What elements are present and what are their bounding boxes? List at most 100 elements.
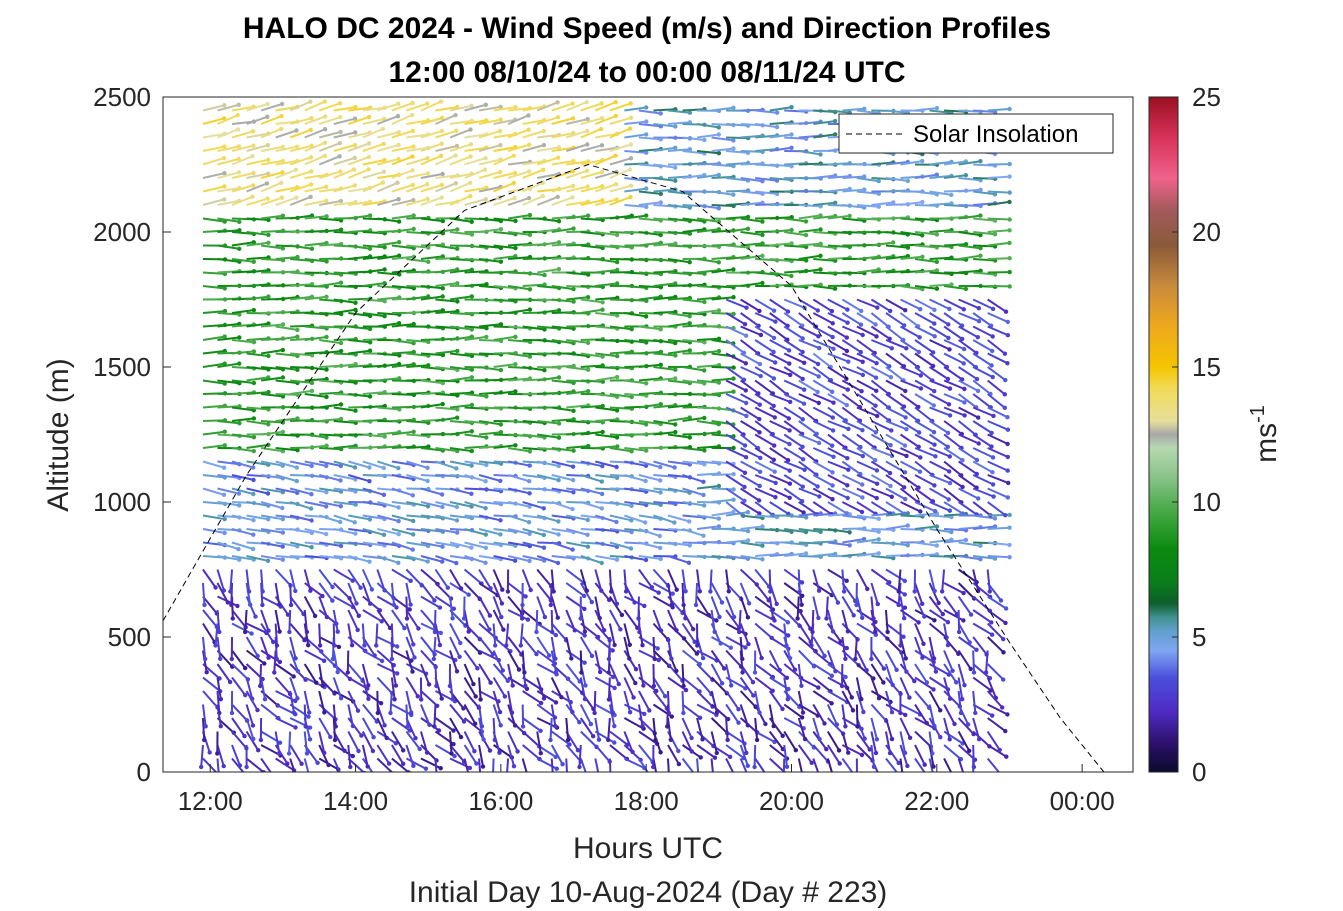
wind-barb (290, 389, 313, 395)
wind-barb (507, 474, 530, 483)
wind-barb (696, 309, 720, 314)
wind-barb-head (947, 480, 953, 486)
wind-barb-head (722, 666, 727, 671)
wind-barb (711, 256, 734, 260)
wind-barb (885, 524, 908, 530)
wind-barb (478, 105, 501, 112)
wind-barb (580, 730, 598, 748)
wind-barb (914, 231, 938, 236)
wind-barb-head (367, 465, 372, 470)
wind-barb-head (324, 463, 329, 469)
wind-barb (420, 757, 442, 770)
wind-barb (813, 215, 836, 220)
wind-barb-head (570, 183, 576, 189)
wind-barb (652, 649, 670, 667)
wind-barb-head (251, 170, 256, 176)
wind-barb-head (237, 557, 242, 562)
wind-barb-head (784, 764, 790, 769)
wind-barb (565, 568, 585, 584)
wind-barb (216, 609, 221, 632)
wind-barb (856, 312, 877, 326)
wind-barb-head (553, 632, 559, 638)
wind-barb (566, 271, 589, 276)
wind-barb (929, 312, 949, 326)
wind-barb-head (277, 751, 282, 756)
wind-barb-head (818, 253, 823, 258)
wind-barb (406, 172, 429, 179)
wind-barb (245, 704, 254, 726)
wind-barb-head (571, 158, 576, 164)
wind-barb (638, 528, 661, 537)
wind-barb-head (716, 336, 722, 341)
wind-barb (348, 131, 370, 139)
wind-barb-head (585, 184, 590, 189)
wind-barb-head (274, 656, 279, 662)
wind-barb (885, 231, 908, 236)
wind-barb-head (802, 387, 807, 392)
wind-barb (333, 501, 356, 506)
wind-barb (929, 406, 951, 417)
wind-barb (288, 609, 292, 633)
wind-barb-head (556, 145, 562, 150)
wind-barb (507, 143, 530, 152)
wind-barb-head (905, 543, 910, 548)
wind-barb (333, 106, 356, 112)
wind-barb-head (700, 655, 706, 661)
wind-barb-head (771, 349, 776, 355)
wind-barb-head (774, 601, 779, 607)
wind-barb (201, 636, 207, 660)
wind-barb-head (873, 322, 878, 327)
wind-barb-head (570, 464, 576, 469)
wind-barb (783, 663, 802, 679)
wind-barb (638, 109, 661, 115)
wind-barb-head (839, 683, 845, 689)
wind-barb-head (312, 613, 318, 619)
wind-barb (623, 636, 631, 659)
wind-barb-head (295, 367, 300, 372)
wind-barb (449, 541, 472, 549)
wind-barb (812, 447, 834, 458)
wind-barb-head (338, 348, 344, 354)
wind-barb-head (500, 587, 505, 592)
wind-barb-head (541, 532, 546, 538)
wind-barb-head (774, 191, 780, 197)
wind-barb (274, 731, 281, 754)
wind-barb-head (453, 153, 458, 158)
wind-barb (653, 188, 676, 193)
wind-barb-head (834, 722, 840, 727)
wind-barb-head (412, 655, 417, 660)
wind-barb-head (838, 639, 843, 644)
wind-barb (871, 447, 893, 457)
wind-barb (348, 393, 371, 398)
wind-barb (376, 717, 388, 739)
wind-barb-head (628, 183, 634, 188)
wind-barb (885, 109, 908, 114)
wind-barb (463, 609, 470, 632)
wind-barb (377, 296, 400, 301)
wind-barb-head (222, 308, 228, 314)
wind-barb (362, 255, 385, 260)
wind-barb-head (802, 736, 808, 742)
wind-barb (624, 150, 647, 154)
wind-barb-head (904, 453, 909, 459)
wind-barb-head (468, 127, 473, 132)
wind-barb (754, 501, 774, 516)
wind-barb-head (816, 440, 822, 446)
wind-barb-head (353, 104, 358, 110)
wind-barb (594, 622, 611, 641)
wind-barb-head (687, 348, 692, 353)
wind-barb (522, 690, 542, 704)
wind-barb (449, 268, 472, 274)
wind-barb-head (349, 643, 355, 648)
wind-barb (202, 622, 216, 643)
wind-barb-head (698, 755, 703, 760)
wind-barb (565, 129, 588, 139)
wind-barb (246, 514, 269, 521)
wind-barb (871, 201, 894, 206)
wind-barb (507, 528, 530, 535)
wind-barb-head (250, 194, 255, 199)
wind-barb (914, 173, 937, 179)
wind-barb-head (702, 299, 707, 305)
wind-barb (856, 552, 879, 557)
wind-barb-head (432, 724, 437, 729)
